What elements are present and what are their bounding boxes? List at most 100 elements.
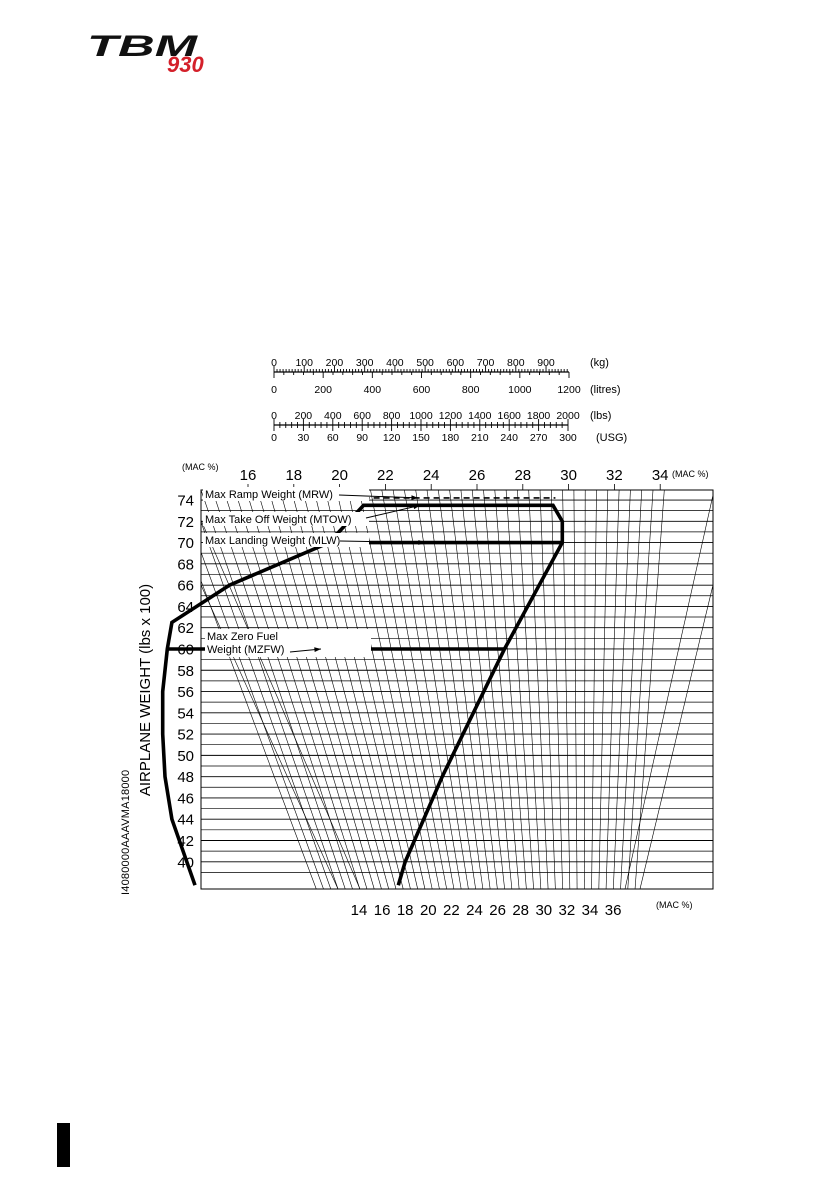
mac-diagonal-line xyxy=(223,489,353,890)
scale-tick-label: 1000 xyxy=(409,410,433,422)
y-tick-label: 58 xyxy=(177,663,194,680)
mac-diagonal-line xyxy=(598,489,609,890)
mac-diagonal-line xyxy=(494,489,527,890)
scale-tick-label: 1000 xyxy=(508,384,532,396)
mac-diagonal-line xyxy=(591,489,597,890)
scale-tick-label: 270 xyxy=(530,432,548,444)
y-tick-label: 74 xyxy=(177,493,194,510)
mac-diagonal-line xyxy=(584,489,586,890)
annotation-bg xyxy=(203,533,369,547)
mac-diagonal-line xyxy=(302,489,404,890)
scale-tick-label: 600 xyxy=(447,357,465,369)
y-tick-label: 62 xyxy=(177,620,194,637)
bottom-mac-tick-label: 36 xyxy=(605,902,622,919)
y-tick-label: 40 xyxy=(177,854,194,871)
bottom-mac-tick-label: 24 xyxy=(466,902,483,919)
annotation-arrowhead xyxy=(418,540,425,545)
chart-labels: 74 72 70 68 66 64 62 60 58 56 54 52 50 48 46 44 42 40 16 18… xyxy=(137,462,709,919)
mac-diagonal-line xyxy=(605,489,620,890)
bottom-mac-tick-label: 16 xyxy=(374,902,391,919)
top-right-mac-unit: (MAC %) xyxy=(672,469,709,479)
y-tick-label: 52 xyxy=(177,727,194,744)
scale-tick-label: 400 xyxy=(386,357,404,369)
mac-diagonal-line xyxy=(257,489,375,890)
mac-diagonal-line xyxy=(627,489,654,890)
annotation-arrowhead xyxy=(413,504,420,510)
annotation-arrowhead xyxy=(411,495,418,501)
scale-tick-label: 900 xyxy=(537,357,555,369)
scale-tick-label: 600 xyxy=(413,384,431,396)
top-mac-tick-label: 32 xyxy=(606,467,623,484)
mac-diagonal-line xyxy=(200,580,317,890)
top-mac-tick-label: 24 xyxy=(423,467,440,484)
annotation-leader xyxy=(338,494,419,499)
y-tick-label: 60 xyxy=(177,641,194,658)
y-tick-label: 56 xyxy=(177,684,194,701)
mac-diagonal-line xyxy=(200,519,361,890)
mac-diagonal-line xyxy=(483,489,520,890)
scale-tick-label: 300 xyxy=(356,357,374,369)
mac-diagonal-line xyxy=(392,489,462,890)
mac-diagonal-line xyxy=(404,489,469,890)
mac-diagonal-line xyxy=(639,584,714,890)
y-tick-label: 44 xyxy=(177,812,194,829)
scale-tick-label: 1800 xyxy=(527,410,551,422)
conversion-scales: 0 100 200 300 400 500 600 700 800 900 (kg)0 200 400 6… xyxy=(271,357,627,444)
scale-tick-label: 60 xyxy=(327,432,339,444)
scale-tick-label: 1400 xyxy=(468,410,492,422)
annotation-bg xyxy=(203,487,369,501)
scale-tick-label: 200 xyxy=(295,410,313,422)
annotation-bg xyxy=(205,629,371,657)
scale-tick-label: 2000 xyxy=(556,410,580,422)
mac-diagonal-line xyxy=(438,489,491,890)
scale-tick-label: 400 xyxy=(324,410,342,422)
mac-diagonal-line xyxy=(347,489,433,890)
bottom-mac-tick-label: 30 xyxy=(535,902,552,919)
mac-diagonal-line xyxy=(449,489,498,890)
scale-unit-label: (USG) xyxy=(596,432,627,444)
annotation-label: Max Landing Weight (MLW) xyxy=(205,535,340,547)
scale-tick-label: 0 xyxy=(271,384,277,396)
plot-frame xyxy=(200,489,714,890)
mac-diagonal-line xyxy=(245,489,368,890)
top-mac-tick-label: 30 xyxy=(560,467,577,484)
bottom-mac-tick-label: 20 xyxy=(420,902,437,919)
y-tick-label: 70 xyxy=(177,535,194,552)
scale-tick-label: 300 xyxy=(559,432,577,444)
scale-tick-label: 1200 xyxy=(439,410,463,422)
bottom-mac-tick-label: 32 xyxy=(559,902,576,919)
top-mac-tick-label: 34 xyxy=(652,467,669,484)
bottom-mac-tick-label: 28 xyxy=(512,902,529,919)
y-tick-label: 46 xyxy=(177,790,194,807)
scale-tick-label: 1200 xyxy=(557,384,581,396)
mac-diagonal-line xyxy=(370,489,447,890)
mac-diagonal-lines xyxy=(200,489,714,890)
scale-tick-label: 1600 xyxy=(498,410,522,422)
annotation-label: Max Zero Fuel xyxy=(207,631,278,643)
y-tick-label: 64 xyxy=(177,599,194,616)
mac-diagonal-line xyxy=(528,489,549,890)
mac-diagonal-line xyxy=(562,489,571,890)
y-tick-label: 50 xyxy=(177,748,194,765)
bottom-mac-tick-label: 14 xyxy=(351,902,368,919)
bottom-mac-tick-label: 22 xyxy=(443,902,460,919)
bottom-mac-tick-label: 34 xyxy=(582,902,599,919)
top-mac-tick-label: 22 xyxy=(377,467,394,484)
scale-tick-label: 210 xyxy=(471,432,489,444)
mac-diagonal-line xyxy=(505,489,534,890)
scale-tick-label: 600 xyxy=(353,410,371,422)
y-tick-label: 42 xyxy=(177,833,194,850)
top-mac-tick-label: 16 xyxy=(240,467,257,484)
mac-diagonal-line xyxy=(358,489,440,890)
scale-tick-label: 150 xyxy=(412,432,430,444)
y-axis-label: AIRPLANE WEIGHT (lbs x 100) xyxy=(137,584,154,796)
scale-unit-label: (kg) xyxy=(590,357,609,369)
bottom-mac-unit: (MAC %) xyxy=(656,900,693,910)
mac-diagonal-line xyxy=(415,489,476,890)
top-mac-tick-label: 28 xyxy=(514,467,531,484)
scale-tick-label: 180 xyxy=(442,432,460,444)
scale-tick-label: 90 xyxy=(356,432,368,444)
mac-diagonal-line xyxy=(200,489,339,890)
scale-tick-label: 100 xyxy=(295,357,313,369)
